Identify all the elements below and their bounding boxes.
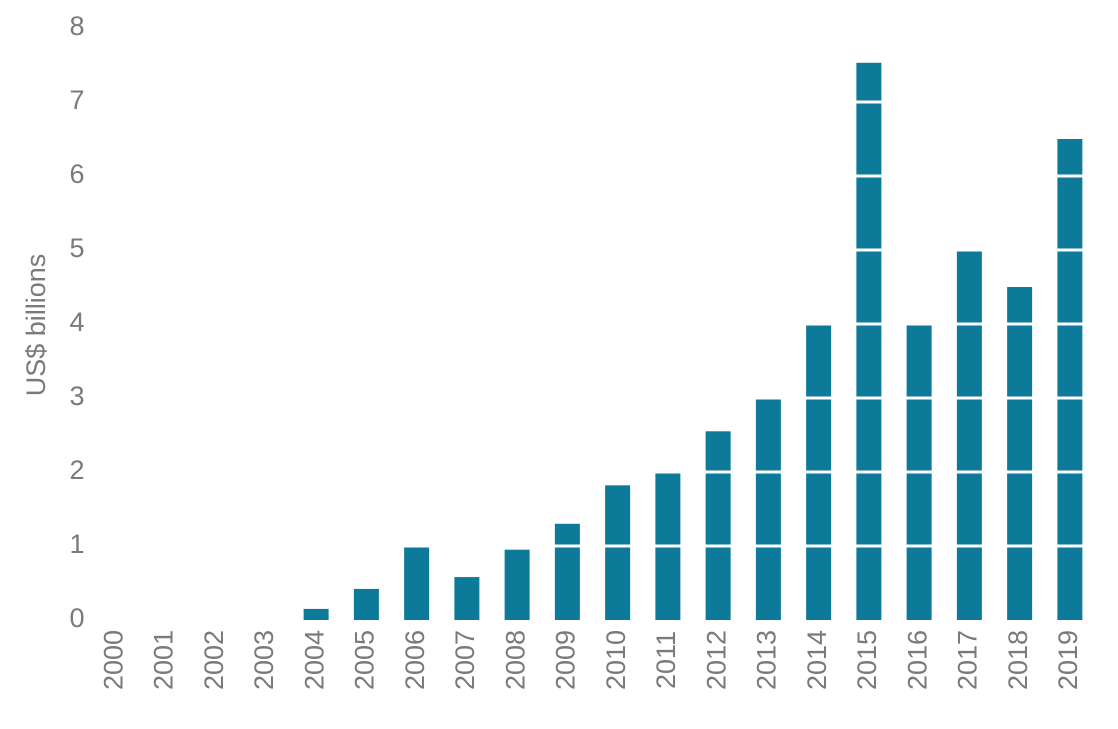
x-tick-label: 2015 (852, 630, 882, 690)
x-tick-label: 2006 (400, 630, 430, 690)
y-tick-label: 0 (69, 603, 84, 633)
x-tick-label: 2001 (149, 630, 179, 690)
y-tick-label: 6 (69, 159, 84, 189)
x-tick-label: 2019 (1053, 630, 1083, 690)
bar (856, 62, 882, 620)
bar (353, 588, 379, 620)
y-tick-label: 5 (69, 233, 84, 263)
y-tick-label: 1 (69, 529, 84, 559)
bar (404, 546, 430, 620)
y-tick-label: 2 (69, 455, 84, 485)
x-tick-label: 2005 (350, 630, 380, 690)
x-tick-label: 2017 (953, 630, 983, 690)
y-tick-label: 7 (69, 85, 84, 115)
y-axis-label: US$ billions (21, 254, 51, 397)
bar (504, 549, 530, 620)
x-tick-label: 2013 (752, 630, 782, 690)
bar (1007, 287, 1033, 620)
bar (454, 577, 480, 620)
y-tick-label: 8 (69, 11, 84, 41)
x-tick-label: 2009 (551, 630, 581, 690)
bar (755, 398, 781, 620)
bar (956, 250, 982, 620)
x-tick-label: 2004 (299, 630, 329, 690)
x-tick-label: 2000 (98, 630, 128, 690)
bar (554, 523, 580, 620)
x-tick-label: 2011 (651, 631, 681, 689)
x-tick-label: 2018 (1003, 630, 1033, 690)
x-tick-label: 2014 (802, 630, 832, 690)
bar (705, 431, 731, 620)
bar (303, 608, 329, 620)
x-tick-label: 2010 (601, 630, 631, 690)
x-tick-label: 2002 (199, 630, 229, 690)
x-tick-label: 2007 (450, 630, 480, 690)
y-tick-label: 4 (69, 307, 84, 337)
x-tick-label: 2016 (902, 630, 932, 690)
y-tick-label: 3 (69, 381, 84, 411)
bar (605, 485, 631, 620)
x-tick-label: 2008 (500, 630, 530, 690)
x-tick-label: 2012 (701, 630, 731, 690)
x-tick-label: 2003 (249, 630, 279, 690)
bar (1057, 139, 1083, 620)
